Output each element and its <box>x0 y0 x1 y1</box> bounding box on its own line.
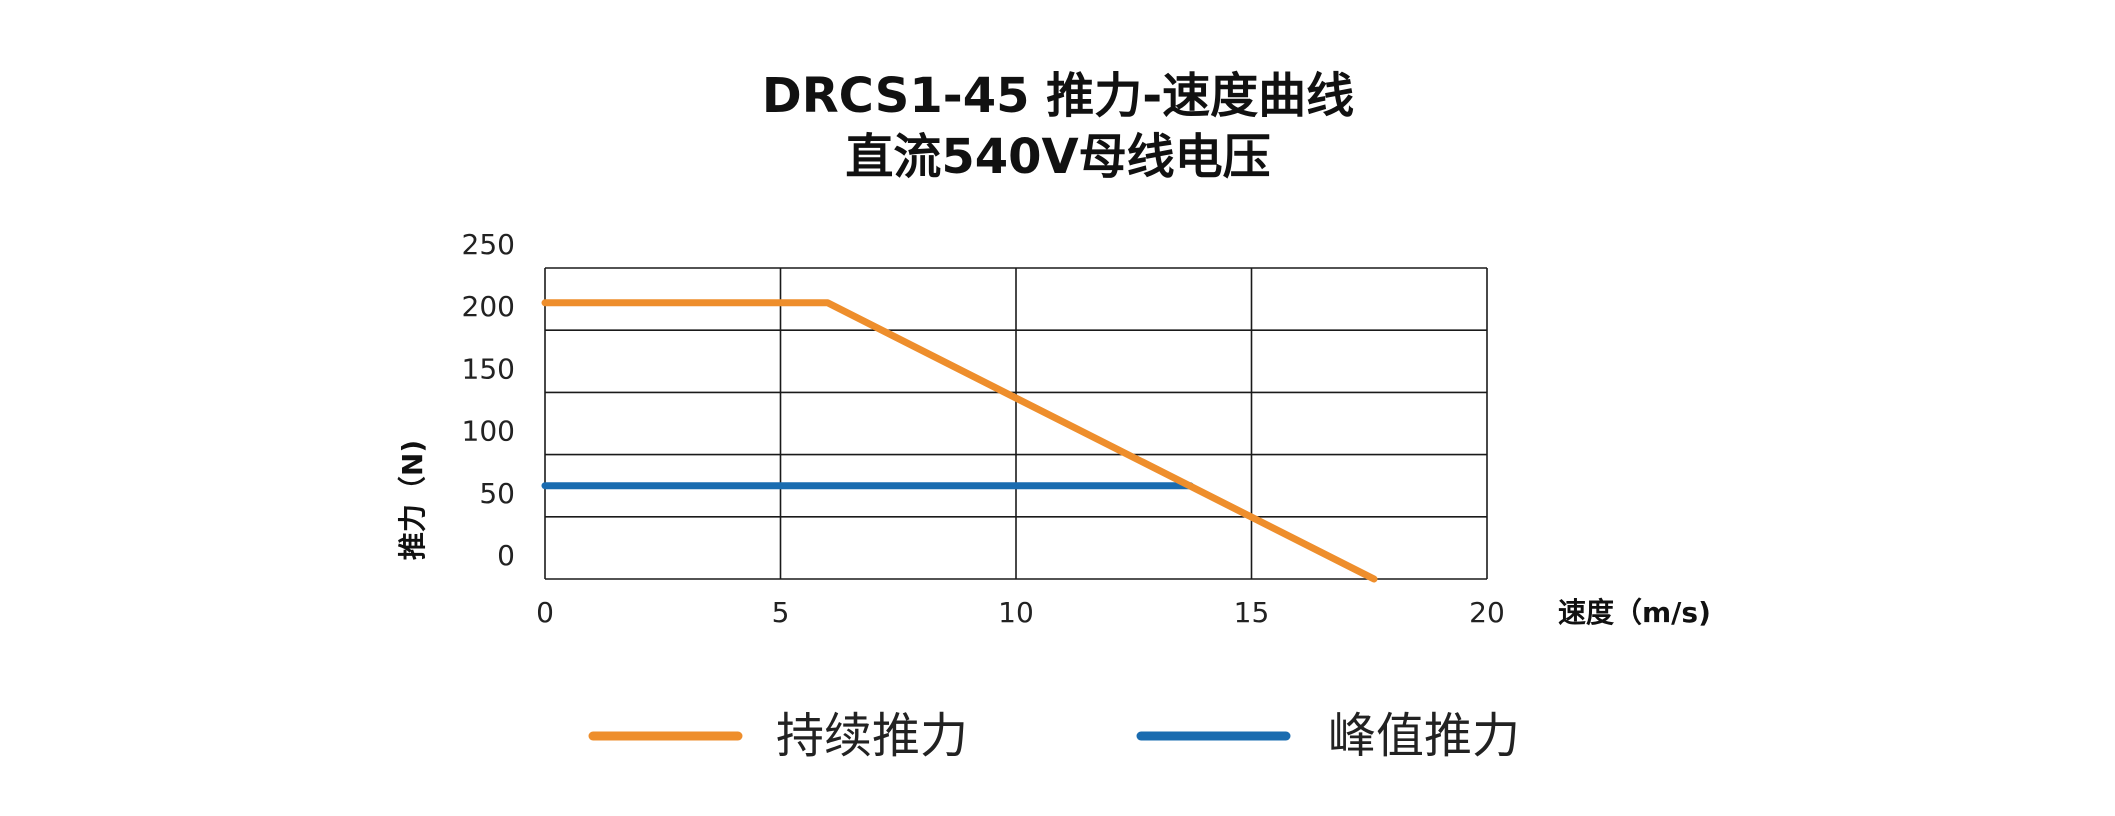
y-tick-label: 250 <box>462 228 515 261</box>
chart-title-line2: 直流540V母线电压 <box>845 129 1270 185</box>
x-tick-label: 20 <box>1469 596 1505 629</box>
y-tick-label: 100 <box>462 415 515 448</box>
x-tick-label: 0 <box>536 596 554 629</box>
series-lines <box>541 299 1378 583</box>
y-axis-ticks: 0 50 100 150 200 250 <box>462 228 515 572</box>
legend-label-0: 持续推力 <box>776 708 968 764</box>
grid <box>544 267 1488 580</box>
y-tick-label: 50 <box>479 477 515 510</box>
x-tick-label: 10 <box>998 596 1034 629</box>
y-tick-label: 200 <box>462 290 515 323</box>
chart-title-line1: DRCS1-45 推力-速度曲线 <box>762 68 1354 124</box>
y-tick-label: 150 <box>462 352 515 385</box>
x-axis-ticks: 0 5 10 15 20 <box>536 596 1505 629</box>
y-tick-label: 0 <box>497 539 515 572</box>
y-axis-label: 推力（N) <box>396 440 429 560</box>
legend: 持续推力 峰值推力 <box>588 708 1520 764</box>
x-tick-label: 15 <box>1234 596 1270 629</box>
x-tick-label: 5 <box>772 596 790 629</box>
series-line-0 <box>541 299 1378 583</box>
x-axis-label: 速度（m/s) <box>1558 596 1711 629</box>
legend-label-1: 峰值推力 <box>1328 708 1520 764</box>
